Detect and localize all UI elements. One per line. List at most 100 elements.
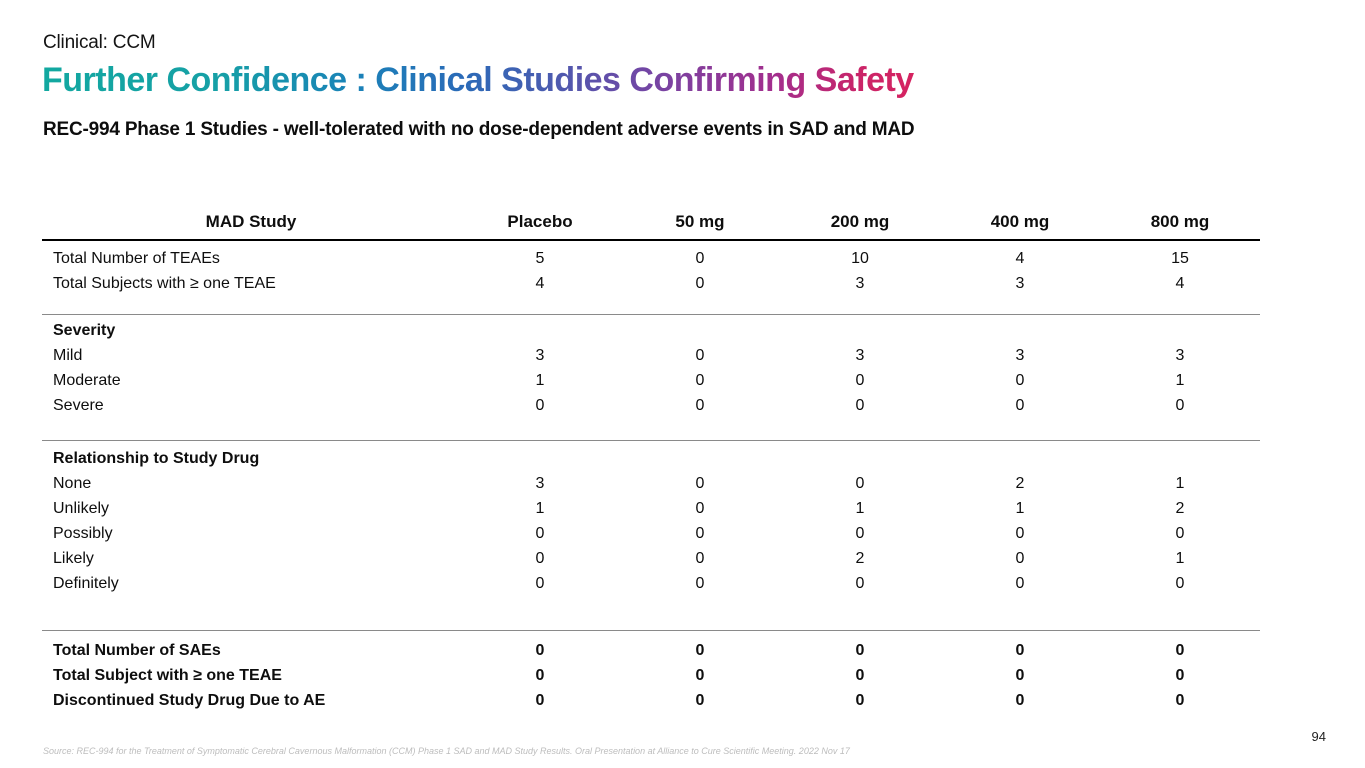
- cell-value: 0: [1015, 666, 1025, 684]
- cell-value: 0: [535, 641, 545, 659]
- table-row: Total Subject with ≥ one TEAE 0 0 0 0 0: [42, 663, 1260, 688]
- table-header-row: MAD Study Placebo 50 mg 200 mg 400 mg 80…: [42, 205, 1260, 241]
- cell-value: 0: [1015, 574, 1025, 592]
- row-label: Unlikely: [53, 499, 110, 517]
- cell-value: 2: [1175, 499, 1185, 517]
- cell-value: 0: [695, 346, 705, 364]
- cell-value: 0: [1015, 691, 1025, 709]
- cell-value: 0: [1015, 371, 1025, 389]
- column-header-mad-study: MAD Study: [205, 212, 297, 231]
- row-label: Mild: [53, 346, 83, 364]
- row-label: Discontinued Study Drug Due to AE: [53, 691, 326, 709]
- cell-value: 3: [1015, 274, 1025, 292]
- cell-value: 0: [695, 274, 705, 292]
- cell-value: 0: [855, 666, 865, 684]
- cell-value: 1: [535, 371, 545, 389]
- cell-value: 0: [535, 574, 545, 592]
- cell-value: 1: [1015, 499, 1025, 517]
- cell-value: 0: [855, 474, 865, 492]
- row-label: Possibly: [53, 524, 113, 542]
- column-header-200mg: 200 mg: [830, 212, 890, 231]
- row-label: Total Subjects with ≥ one TEAE: [53, 274, 276, 292]
- row-label: Total Number of SAEs: [53, 641, 221, 659]
- source-citation: Source: REC-994 for the Treatment of Sym…: [43, 746, 850, 756]
- table-row: Likely 0 0 2 0 1: [42, 546, 1260, 571]
- cell-value: 1: [855, 499, 865, 517]
- table-section-relationship: Relationship to Study Drug None 3 0 0 2 …: [42, 440, 1260, 630]
- page-title: Further Confidence : Clinical Studies Co…: [42, 61, 914, 99]
- cell-value: 3: [1175, 346, 1185, 364]
- cell-value: 0: [1015, 549, 1025, 567]
- cell-value: 4: [535, 274, 545, 292]
- section-heading-row: Severity: [42, 318, 1260, 343]
- cell-value: 0: [695, 499, 705, 517]
- cell-value: 2: [855, 549, 865, 567]
- cell-value: 0: [695, 549, 705, 567]
- mad-study-safety-table: MAD Study Placebo 50 mg 200 mg 400 mg 80…: [42, 205, 1260, 717]
- page-number: 94: [1311, 729, 1326, 744]
- cell-value: 0: [1175, 641, 1185, 659]
- table-section-sae-totals: Total Number of SAEs 0 0 0 0 0 Total Sub…: [42, 630, 1260, 717]
- table-row: Total Subjects with ≥ one TEAE 4 0 3 3 4: [42, 271, 1260, 296]
- eyebrow-label: Clinical: CCM: [43, 32, 156, 53]
- cell-value: 0: [855, 396, 865, 414]
- row-label: Moderate: [53, 371, 121, 389]
- table-section-teae-totals: Total Number of TEAEs 5 0 10 4 15 Total …: [42, 241, 1260, 314]
- cell-value: 1: [1175, 474, 1185, 492]
- table-row: Total Number of SAEs 0 0 0 0 0: [42, 638, 1260, 663]
- table-row: Definitely 0 0 0 0 0: [42, 571, 1260, 596]
- cell-value: 3: [535, 474, 545, 492]
- cell-value: 5: [535, 249, 545, 267]
- row-label: Likely: [53, 549, 94, 567]
- cell-value: 0: [855, 524, 865, 542]
- cell-value: 0: [1015, 524, 1025, 542]
- cell-value: 0: [1015, 396, 1025, 414]
- cell-value: 0: [535, 549, 545, 567]
- column-header-placebo: Placebo: [507, 212, 573, 231]
- cell-value: 0: [855, 371, 865, 389]
- cell-value: 0: [1175, 574, 1185, 592]
- cell-value: 0: [1175, 691, 1185, 709]
- row-label: Total Number of TEAEs: [53, 249, 220, 267]
- cell-value: 0: [535, 666, 545, 684]
- cell-value: 0: [535, 691, 545, 709]
- cell-value: 0: [1175, 524, 1185, 542]
- table-row: Unlikely 1 0 1 1 2: [42, 496, 1260, 521]
- row-label: None: [53, 474, 92, 492]
- cell-value: 0: [1175, 396, 1185, 414]
- table-row: Moderate 1 0 0 0 1: [42, 368, 1260, 393]
- cell-value: 10: [851, 249, 869, 267]
- cell-value: 1: [1175, 371, 1185, 389]
- row-label: Definitely: [53, 574, 119, 592]
- column-header-800mg: 800 mg: [1150, 212, 1210, 231]
- cell-value: 0: [695, 691, 705, 709]
- cell-value: 0: [855, 691, 865, 709]
- slide-subtitle: REC-994 Phase 1 Studies - well-tolerated…: [43, 119, 915, 140]
- cell-value: 0: [855, 641, 865, 659]
- cell-value: 0: [535, 396, 545, 414]
- cell-value: 0: [695, 474, 705, 492]
- cell-value: 1: [535, 499, 545, 517]
- table-row: Possibly 0 0 0 0 0: [42, 521, 1260, 546]
- cell-value: 0: [695, 574, 705, 592]
- section-heading: Severity: [53, 321, 116, 339]
- cell-value: 0: [1015, 641, 1025, 659]
- row-label: Severe: [53, 396, 104, 414]
- cell-value: 15: [1171, 249, 1189, 267]
- table-row: Discontinued Study Drug Due to AE 0 0 0 …: [42, 688, 1260, 713]
- cell-value: 0: [1175, 666, 1185, 684]
- column-header-400mg: 400 mg: [990, 212, 1050, 231]
- cell-value: 3: [855, 274, 865, 292]
- cell-value: 4: [1015, 249, 1025, 267]
- table-row: None 3 0 0 2 1: [42, 471, 1260, 496]
- cell-value: 3: [535, 346, 545, 364]
- cell-value: 3: [1015, 346, 1025, 364]
- section-heading-row: Relationship to Study Drug: [42, 446, 1260, 471]
- column-header-50mg: 50 mg: [675, 212, 725, 231]
- table-section-severity: Severity Mild 3 0 3 3 3 Moderate 1 0 0 0…: [42, 314, 1260, 440]
- table-row: Severe 0 0 0 0 0: [42, 393, 1260, 418]
- cell-value: 0: [695, 396, 705, 414]
- cell-value: 0: [695, 641, 705, 659]
- cell-value: 0: [695, 371, 705, 389]
